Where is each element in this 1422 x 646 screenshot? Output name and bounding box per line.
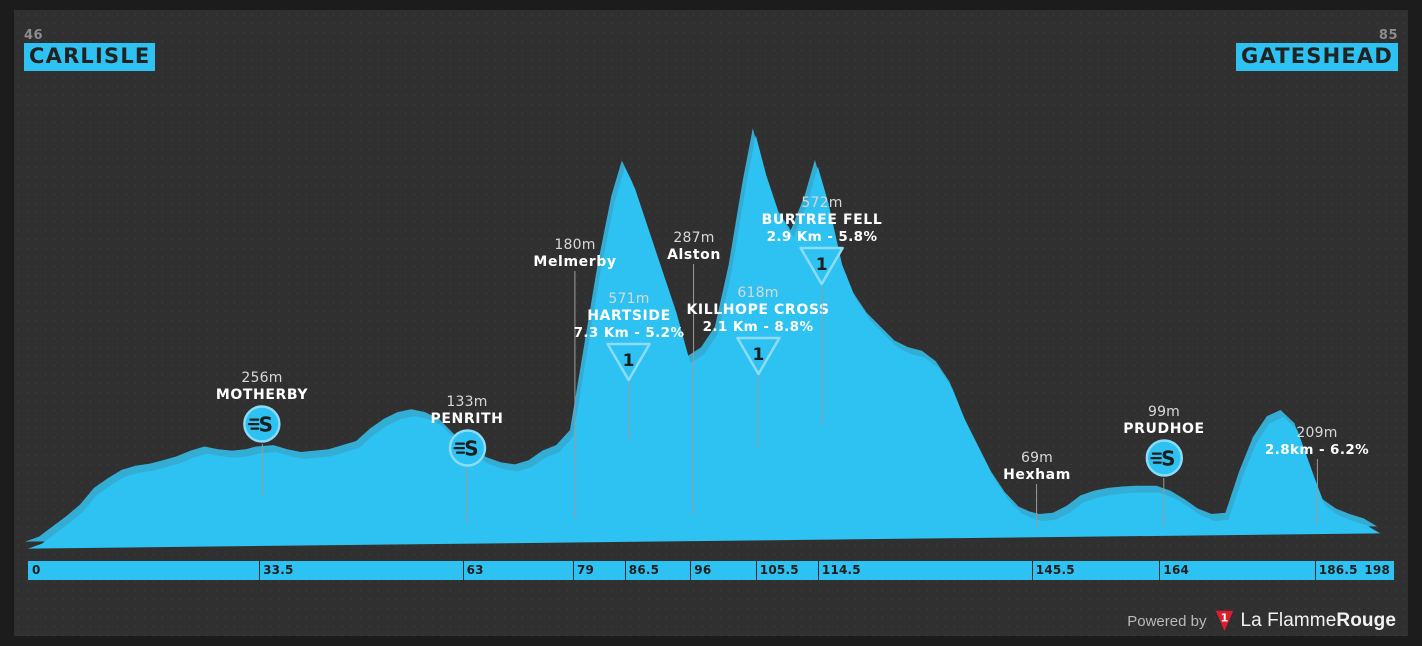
poi-marker-burtree-fell[interactable]: 572m BURTREE FELL 2.9 Km - 5.8% 1 [762, 195, 883, 426]
poi-altitude: 180m [554, 237, 596, 253]
poi-name: BURTREE FELL [761, 212, 883, 228]
poi-marker-hartside[interactable]: 571m HARTSIDE 7.3 Km - 5.2% 1 [574, 291, 685, 440]
poi-name: Alston [667, 247, 721, 263]
poi-marker-melmerby[interactable]: 180m Melmerby [533, 237, 616, 518]
poi-marker-final-climb[interactable]: 209m 2.8km - 6.2% [1265, 425, 1369, 524]
poi-stem [1316, 459, 1318, 524]
poi-name: PRUDHOE [1123, 421, 1205, 437]
poi-name: HARTSIDE [587, 308, 671, 324]
svg-text:S: S [259, 413, 273, 437]
poi-altitude: 256m [241, 370, 283, 386]
svg-text:1: 1 [816, 255, 828, 275]
poi-marker-alston[interactable]: 287m Alston [667, 230, 721, 515]
poi-stem [1163, 478, 1165, 526]
flamme-rouge-triangle-icon: 1 [1216, 610, 1234, 631]
finish-town: 85 GATESHEAD [1235, 28, 1398, 71]
elevation-profile-chart [14, 10, 1408, 636]
poi-altitude: 99m [1147, 404, 1181, 420]
start-km: 46 [24, 28, 44, 43]
elevation-area-svg [25, 128, 1381, 549]
poi-altitude: 618m [737, 285, 779, 301]
finish-town-name: GATESHEAD [1235, 43, 1398, 71]
la-flamme-rouge-logo: 1 La FlammeRouge [1215, 610, 1396, 632]
poi-altitude: 209m [1296, 425, 1338, 441]
poi-marker-hexham[interactable]: 69m Hexham [1003, 450, 1071, 529]
climb-category-triangle-icon: 1 [799, 246, 845, 286]
powered-by-label: Powered by [1127, 612, 1207, 630]
sprint-badge-icon: S [448, 429, 486, 467]
poi-marker-killhope-cross[interactable]: 618m KILLHOPE CROSS 2.1 Km - 8.8% 1 [686, 285, 829, 449]
poi-stem [693, 264, 695, 515]
poi-stem [261, 444, 263, 496]
poi-stem [757, 376, 759, 449]
x-axis-tick: 33.5 [259, 561, 293, 580]
poi-altitude: 69m [1020, 450, 1054, 466]
x-axis-tick: 79 [573, 561, 594, 580]
poi-altitude: 133m [446, 394, 488, 410]
climb-category-triangle-icon: 1 [606, 342, 652, 382]
poi-name: Hexham [1003, 467, 1071, 483]
elevation-shadow-layer [25, 128, 1378, 542]
start-town-name: CARLISLE [24, 43, 156, 71]
x-axis-tick: 186.5 [1314, 561, 1358, 580]
sprint-badge[interactable]: S [431, 428, 504, 468]
sprint-badge-icon: S [243, 405, 281, 443]
svg-text:1: 1 [752, 345, 764, 365]
x-axis-tick: 63 [462, 561, 484, 580]
poi-stem [821, 286, 823, 426]
climb-badge[interactable]: 1 [686, 336, 829, 376]
poi-altitude: 572m [801, 195, 843, 211]
distance-axis: 0 33.5 63 79 86.5 96 105.5 114.5 145.5 164 186.5 19… [28, 561, 1394, 580]
poi-stem [466, 468, 468, 522]
poi-gradient: 7.3 Km - 5.2% [573, 325, 685, 341]
elevation-fill-layer [28, 135, 1381, 549]
x-axis-tick: 198 [1364, 563, 1390, 577]
x-axis-tick: 164 [1159, 561, 1189, 580]
start-town: 46 CARLISLE [24, 28, 156, 71]
poi-name: KILLHOPE CROSS [686, 302, 830, 318]
x-axis-tick: 145.5 [1031, 561, 1075, 580]
sprint-badge[interactable]: S [216, 404, 308, 444]
finish-km: 85 [1378, 28, 1398, 43]
x-axis-tick: 96 [690, 561, 711, 580]
svg-text:1: 1 [623, 351, 635, 371]
poi-altitude: 287m [673, 230, 715, 246]
x-axis-tick: 105.5 [755, 561, 799, 580]
sprint-badge[interactable]: S [1123, 438, 1204, 478]
poi-gradient: 2.9 Km - 5.8% [766, 229, 878, 245]
poi-gradient: 2.8km - 6.2% [1264, 442, 1370, 458]
footer-branding: Powered by 1 La FlammeRouge [1127, 610, 1396, 632]
climb-badge[interactable]: 1 [574, 342, 685, 382]
poi-stem [628, 382, 630, 440]
x-axis-tick: 114.5 [817, 561, 861, 580]
climb-badge[interactable]: 1 [762, 246, 883, 286]
svg-text:S: S [1161, 447, 1175, 471]
x-axis-tick: 0 [32, 563, 41, 577]
climb-category-triangle-icon: 1 [735, 336, 781, 376]
x-axis-tick: 86.5 [624, 561, 659, 580]
svg-text:1: 1 [1221, 612, 1229, 625]
poi-stem [1036, 484, 1038, 529]
brand-wordmark: La FlammeRouge [1240, 610, 1396, 631]
sprint-badge-icon: S [1145, 439, 1183, 477]
poi-marker-prudhoe[interactable]: 99m PRUDHOE S [1123, 404, 1204, 526]
poi-name: Melmerby [533, 254, 617, 270]
poi-altitude: 571m [608, 291, 650, 307]
elevation-area-path [28, 135, 1381, 549]
svg-text:S: S [464, 437, 478, 461]
poi-stem [574, 271, 576, 518]
poi-marker-motherby[interactable]: 256m MOTHERBY S [216, 370, 308, 496]
poi-marker-penrith[interactable]: 133m PENRITH S [431, 394, 504, 522]
poi-name: MOTHERBY [215, 387, 309, 403]
elevation-shadow-path [25, 128, 1378, 542]
poi-name: PENRITH [430, 411, 504, 427]
poi-gradient: 2.1 Km - 8.8% [702, 319, 814, 335]
